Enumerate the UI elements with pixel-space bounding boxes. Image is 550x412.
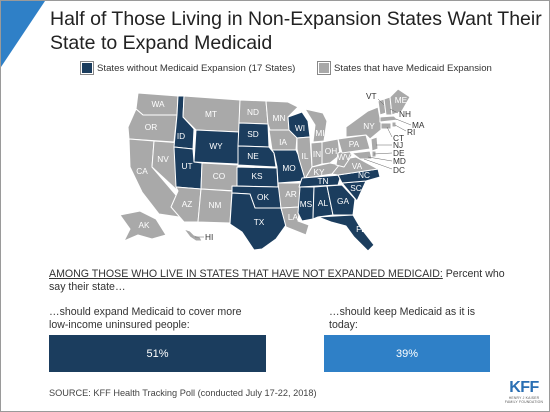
state-OH <box>321 138 341 165</box>
legend-label-non-expansion: States without Medicaid Expansion (17 St… <box>97 62 296 74</box>
state-label-DE: DE <box>393 148 405 158</box>
state-label-NJ: NJ <box>393 140 403 150</box>
legend-item-expansion: States that have Medicaid Expansion <box>317 61 492 75</box>
state-label-DC: DC <box>393 165 405 175</box>
state-label-FL: FL <box>356 224 366 234</box>
state-label-WV: WV <box>337 152 351 162</box>
bar-expand-medicaid: 51% <box>49 335 266 372</box>
us-state-map: WA OR CA NV ID MT WY UT CO AZ NM ND SD N… <box>119 88 425 252</box>
bar-value-label-expand: 51% <box>146 347 169 360</box>
legend-label-expansion: States that have Medicaid Expansion <box>334 62 492 74</box>
state-label-WY: WY <box>209 141 223 151</box>
state-label-CA: CA <box>136 166 148 176</box>
state-label-GA: GA <box>337 196 349 206</box>
chart-subhead: AMONG THOSE WHO LIVE IN STATES THAT HAVE… <box>49 268 519 294</box>
state-label-NY: NY <box>363 121 375 131</box>
state-MD <box>351 150 373 160</box>
bar-category-label-expand: …should expand Medicaid to cover more lo… <box>49 306 242 331</box>
subhead-underlined: AMONG THOSE WHO LIVE IN STATES THAT HAVE… <box>49 268 443 280</box>
state-label-IA: IA <box>279 137 287 147</box>
legend-swatch-expansion <box>317 61 331 75</box>
state-label-IL: IL <box>302 151 309 161</box>
state-label-RI: RI <box>407 127 415 137</box>
state-label-ND: ND <box>247 107 259 117</box>
state-label-MA: MA <box>412 120 425 130</box>
state-MI <box>304 108 328 143</box>
state-NJ <box>370 136 379 152</box>
state-label-SD: SD <box>247 129 259 139</box>
state-label-VA: VA <box>352 161 363 171</box>
subhead-rest: Percent who say their state… <box>49 268 505 293</box>
state-label-MD: MD <box>393 156 406 166</box>
bar-keep-medicaid: 39% <box>324 335 490 372</box>
state-label-KY: KY <box>313 167 325 177</box>
state-label-NM: NM <box>209 200 222 210</box>
state-label-NV: NV <box>157 154 169 164</box>
kff-logo-tagline: HENRY J KAISER FAMILY FOUNDATION <box>504 396 544 404</box>
state-label-KS: KS <box>251 171 263 181</box>
state-label-OH: OH <box>325 146 337 156</box>
state-label-ME: ME <box>395 95 408 105</box>
state-label-CT: CT <box>393 133 404 143</box>
state-label-MS: MS <box>300 199 313 209</box>
state-HI <box>183 228 203 242</box>
state-MO <box>271 149 306 184</box>
state-label-TX: TX <box>254 217 265 227</box>
kff-logo-text: KFF <box>509 379 539 396</box>
legend-swatch-non-expansion <box>80 61 94 75</box>
kff-logo: KFF HENRY J KAISER FAMILY FOUNDATION <box>502 379 546 404</box>
state-label-MN: MN <box>273 113 286 123</box>
legend-item-non-expansion: States without Medicaid Expansion (17 St… <box>80 61 296 75</box>
state-label-HI: HI <box>205 232 213 242</box>
accent-corner <box>1 1 45 67</box>
state-AL <box>312 185 334 220</box>
state-label-PA: PA <box>349 139 360 149</box>
state-label-AL: AL <box>318 198 329 208</box>
state-label-NC: NC <box>358 170 370 180</box>
state-TX <box>229 192 287 251</box>
state-label-WA: WA <box>151 99 165 109</box>
state-label-SC: SC <box>350 183 362 193</box>
state-MS <box>297 186 315 222</box>
state-MA <box>379 115 399 123</box>
state-label-WI: WI <box>295 123 305 133</box>
state-label-MT: MT <box>205 109 217 119</box>
state-label-TN: TN <box>317 176 328 186</box>
state-label-AR: AR <box>285 189 297 199</box>
state-label-OK: OK <box>257 192 269 202</box>
chart-title: Half of Those Living in Non-Expansion St… <box>50 8 542 54</box>
state-label-NE: NE <box>247 151 259 161</box>
bar-category-label-keep: …should keep Medicaid as it is today: <box>329 306 476 331</box>
bar-value-label-keep: 39% <box>395 347 419 360</box>
state-label-VT: VT <box>366 91 377 101</box>
state-label-ID: ID <box>177 131 185 141</box>
state-label-IN: IN <box>313 149 321 159</box>
state-NY <box>345 106 383 140</box>
state-label-MI: MI <box>315 128 324 138</box>
state-label-LA: LA <box>288 212 299 222</box>
state-label-OR: OR <box>145 122 157 132</box>
state-AK <box>119 210 167 242</box>
state-ME <box>389 88 411 116</box>
state-label-CO: CO <box>213 171 226 181</box>
source-note: SOURCE: KFF Health Tracking Poll (conduc… <box>49 388 317 398</box>
state-CT <box>380 122 392 130</box>
state-RI <box>391 121 397 128</box>
state-label-MO: MO <box>282 163 296 173</box>
state-label-AZ: AZ <box>182 199 193 209</box>
state-label-NH: NH <box>399 109 411 119</box>
state-label-AK: AK <box>138 220 150 230</box>
state-label-UT: UT <box>181 161 192 171</box>
state-GA <box>326 184 356 216</box>
state-FL <box>317 214 375 252</box>
